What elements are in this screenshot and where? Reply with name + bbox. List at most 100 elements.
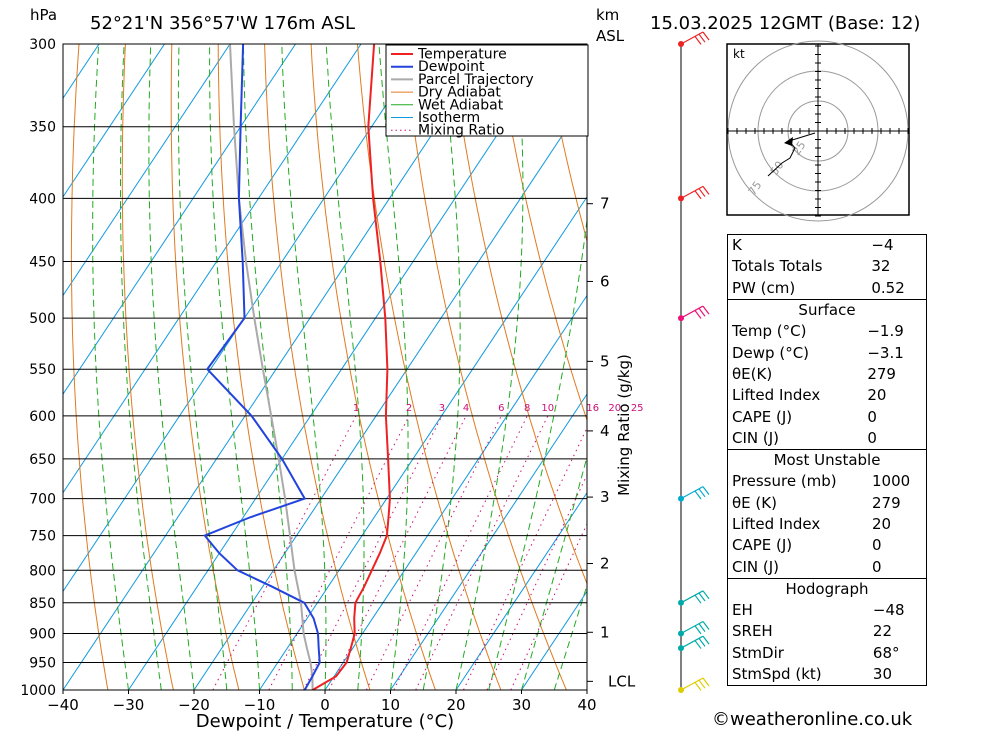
index-value: −3.1 [867, 343, 904, 362]
dry-adiabat-line [264, 44, 371, 690]
temperature-tick-labels: −40 −30 −20 −10 0 10 20 30 40 [47, 690, 597, 714]
legend-label: Mixing Ratio [418, 123, 504, 139]
pressure-tick-label: 1000 [20, 683, 56, 699]
x-axis-title: Dewpoint / Temperature (°C) [196, 711, 454, 732]
mixing-ratio-label: 2 [406, 403, 412, 414]
mixing-ratio-label: 6 [498, 403, 504, 414]
dry-adiabat-line [915, 44, 1000, 690]
wind-barb-flag [694, 190, 702, 200]
wind-barb-flag [698, 679, 706, 689]
pressure-tick-label: 950 [29, 655, 56, 671]
most-unstable-title: Most Unstable [773, 451, 881, 470]
pressure-tick-label: 850 [29, 596, 56, 612]
mixing-ratio-line [486, 473, 587, 690]
wind-barb-flag [698, 188, 706, 197]
index-label: CIN (J) [732, 428, 780, 447]
isotherm-line [390, 393, 587, 690]
index-label: EH [732, 601, 753, 620]
wind-barb-flag [702, 486, 710, 495]
hodo-row: StmDir 68° [728, 643, 927, 664]
index-value: 1000 [871, 472, 911, 491]
wind-barb-flag [698, 307, 706, 317]
wind-barb-flag [702, 635, 710, 645]
x-tick-label: 20 [446, 696, 465, 714]
pressure-level-lines [63, 43, 587, 691]
wind-barb-flag [694, 490, 702, 500]
isotherm-line [63, 44, 427, 593]
wet-adiabat-line [325, 44, 365, 690]
pressure-tick-label: 600 [29, 409, 56, 425]
mixing-ratio-label: 1 [353, 403, 359, 414]
legend-label: Dewpoint [418, 59, 485, 75]
isotherm-line [193, 97, 587, 690]
surface-row: Temp (°C) −1.9 [728, 321, 927, 342]
wind-barb-flag [694, 640, 702, 649]
km-tick-label: 2 [600, 555, 610, 573]
parcel-trajectory-line [229, 44, 314, 690]
hodo-row: EH −48 [728, 600, 927, 621]
surface-row: Dewp (°C) −3.1 [728, 342, 927, 363]
index-value: 0 [867, 428, 877, 447]
wind-barb-flag [698, 592, 706, 602]
wind-barb-flag [698, 488, 706, 498]
hodograph-title: Hodograph [785, 579, 869, 598]
index-label: CAPE (J) [732, 536, 793, 555]
mixing-ratio-line [212, 415, 357, 690]
surface-row: CIN (J) 0 [728, 428, 927, 450]
index-value: 279 [871, 493, 901, 512]
index-row-k: K −4 [728, 235, 927, 257]
wind-barb-flag [694, 625, 702, 635]
mixing-ratio-label: 25 [631, 403, 644, 414]
index-label: Dewp (°C) [732, 343, 810, 362]
mixing-ratio-label: 16 [586, 403, 599, 414]
dry-adiabat-line [170, 44, 240, 690]
isotherm-line [259, 195, 587, 690]
x-tick-label: 10 [381, 696, 400, 714]
surface-row: CAPE (J) 0 [728, 406, 927, 427]
x-tick-label: −40 [47, 696, 79, 714]
x-tick-label: 40 [577, 696, 596, 714]
wind-barb-flag [698, 33, 706, 43]
legend-label: Isotherm [418, 110, 480, 126]
mixing-ratio-axis-title: Mixing Ratio (g/kg) [615, 354, 633, 496]
km-tick-label: 1 [600, 623, 610, 641]
pressure-tick-label: 300 [29, 37, 56, 53]
index-value: 279 [867, 364, 896, 383]
wet-adiabat-line [553, 583, 587, 690]
index-value: 0 [871, 557, 882, 576]
index-label: PW (cm) [732, 278, 796, 297]
hodograph-unit: kt [733, 47, 745, 61]
mu-row: Lifted Index 20 [728, 514, 927, 535]
index-label: Pressure (mb) [732, 472, 837, 491]
dry-adiabat-line [70, 44, 109, 690]
indices-panel: K −4 Totals Totals 32 PW (cm) 0.52 Surface … [727, 234, 927, 687]
wind-barb-flag [702, 185, 710, 195]
x-tick-label: −10 [244, 696, 276, 714]
dry-adiabat-line [357, 44, 502, 690]
wind-barb-flag [702, 305, 710, 315]
hodograph-storm-motion [784, 137, 793, 146]
index-label: StmDir [732, 643, 784, 662]
dry-adiabat-line [310, 44, 436, 690]
height-unit-label-asl: ASL [596, 27, 625, 45]
index-label: CIN (J) [732, 557, 780, 576]
dry-adiabat-line [542, 44, 587, 243]
isotherm-line [63, 44, 362, 494]
pressure-tick-label: 900 [29, 626, 56, 642]
credit-link[interactable]: ©weatheronline.co.uk [712, 709, 913, 730]
mixing-ratio-label: 20 [608, 403, 621, 414]
general-indices: K −4 Totals Totals 32 PW (cm) 0.52 [727, 234, 927, 300]
index-value: 32 [871, 257, 891, 276]
wind-barb-flag [698, 638, 706, 647]
isotherm-line [63, 44, 296, 396]
km-tick-label: 5 [600, 352, 610, 370]
mu-row: Pressure (mb) 1000 [728, 471, 927, 492]
wind-barb-flag [702, 31, 710, 41]
sounding-profiles [203, 44, 391, 690]
wind-profile [678, 31, 710, 693]
mu-row: CAPE (J) 0 [728, 535, 927, 556]
index-label: θE (K) [732, 493, 777, 512]
mixing-ratio-labels: 1 2 3 4 6 8 10 16 20 25 [353, 403, 644, 414]
pressure-tick-label: 350 [29, 120, 56, 136]
